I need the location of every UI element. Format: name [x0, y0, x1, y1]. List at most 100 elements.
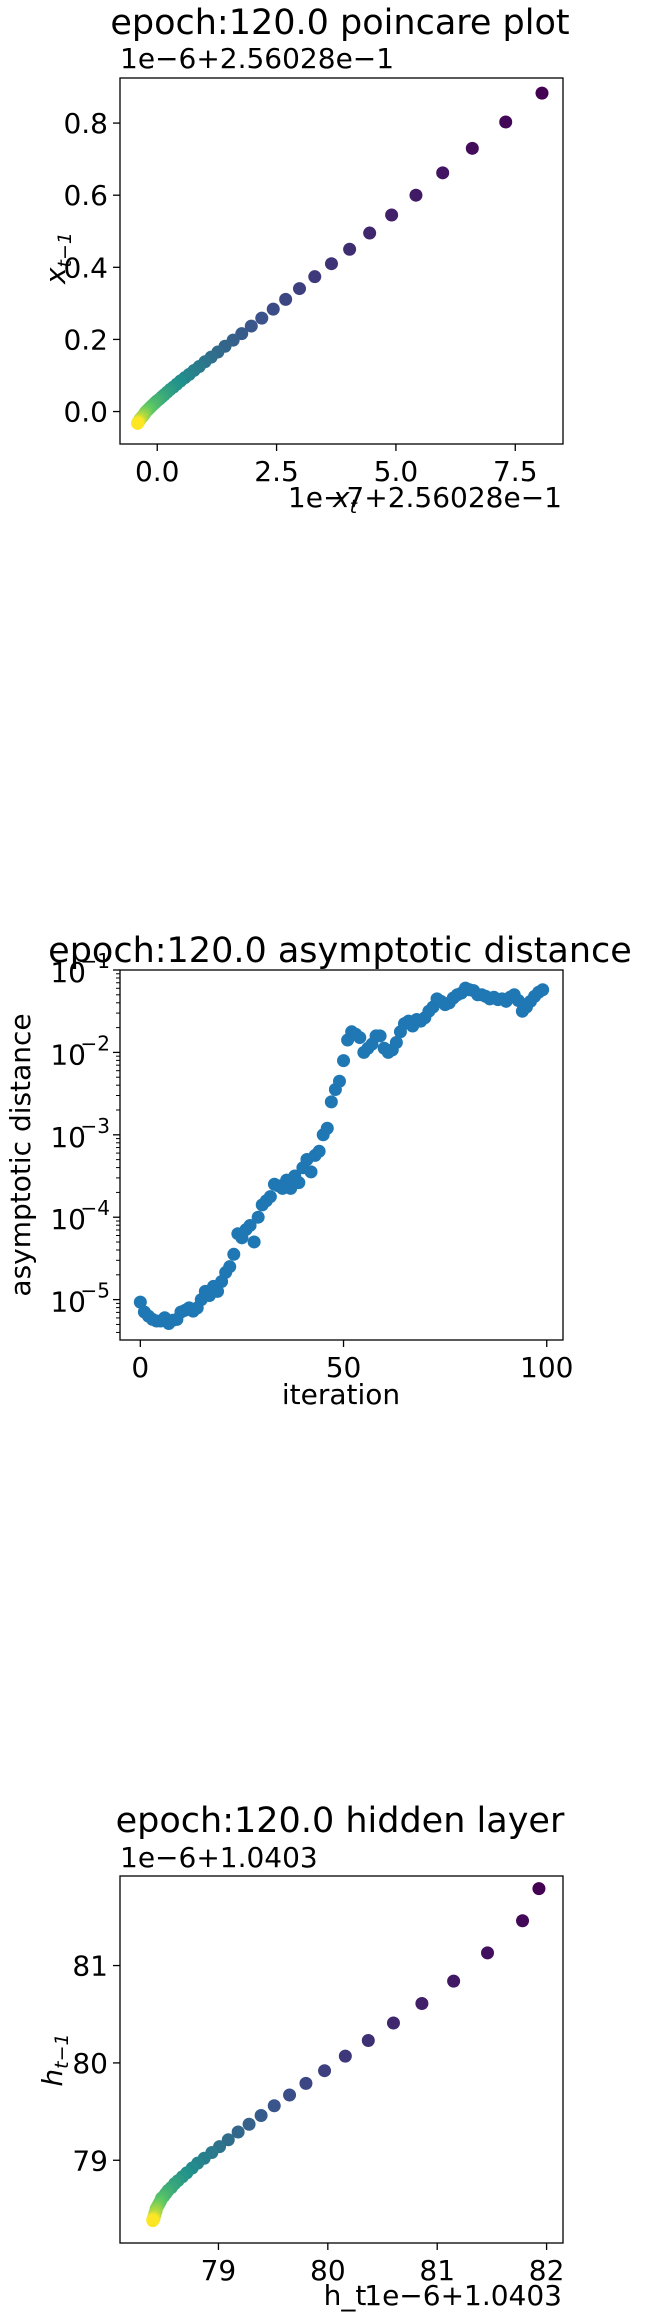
hidden-point: [516, 1914, 530, 1928]
poincare-point: [465, 141, 479, 155]
poincare-y-tick-label: 0.8: [63, 107, 108, 140]
poincare-x-offset: 1e−7+2.56028e−1: [288, 481, 562, 514]
poincare-point: [409, 188, 423, 202]
hidden-x-tick-label: 79: [201, 2254, 237, 2287]
hidden-point: [447, 1974, 461, 1988]
hidden-layer-chart: epoch:120.0 hidden layer 1e−6+1.0403 79 8…: [36, 1801, 565, 2312]
poincare-y-tick-label: 0.4: [63, 251, 108, 284]
asymptotic-x-tick-label: 0: [131, 1351, 149, 1384]
poincare-x-label: xt: [332, 481, 359, 518]
hidden-point: [338, 2049, 352, 2063]
asymptotic-point: [373, 1029, 387, 1043]
asymptotic-point: [332, 1074, 346, 1088]
asymptotic-point: [211, 1284, 225, 1298]
asymptotic-point: [133, 1295, 147, 1309]
hidden-point: [481, 1946, 495, 1960]
poincare-point: [499, 115, 513, 129]
hidden-point: [299, 2076, 313, 2090]
poincare-point: [308, 270, 322, 284]
hidden-y-label: ht−1: [36, 2033, 73, 2086]
hidden-point: [221, 2133, 235, 2147]
poincare-point: [131, 416, 145, 430]
hidden-point: [415, 1997, 429, 2011]
poincare-point: [436, 166, 450, 180]
asymptotic-x-label: iteration: [282, 1378, 400, 1411]
asymptotic-point: [337, 1054, 351, 1068]
asymptotic-point: [353, 1031, 367, 1045]
asymptotic-y-tick-label: 10: [50, 1038, 86, 1071]
asymptotic-point: [247, 1235, 261, 1249]
asymptotic-point: [292, 1176, 306, 1190]
asymptotic-point: [227, 1247, 241, 1261]
asymptotic-y-tick-exponent: −2: [81, 1031, 110, 1055]
poincare-x-tick-label: 5.0: [374, 455, 419, 488]
poincare-y-tick-label: 0.2: [63, 323, 108, 356]
asymptotic-point: [536, 983, 550, 997]
hidden-axes-frame: [119, 1875, 564, 2244]
poincare-point: [363, 226, 377, 240]
asymptotic-point: [223, 1260, 237, 1274]
asymptotic-point: [251, 1210, 265, 1224]
poincare-chart: epoch:120.0 poincare plot 1e−6+2.56028e−…: [39, 3, 570, 518]
hidden-point: [318, 2064, 332, 2078]
asymptotic-y-tick-label: 10: [50, 1121, 86, 1154]
poincare-x-tick-label: 0.0: [135, 455, 180, 488]
asymptotic-y-tick-exponent: −4: [81, 1196, 110, 1220]
hidden-point: [361, 2034, 375, 2048]
hidden-y-tick-label: 79: [72, 2144, 108, 2177]
hidden-title: epoch:120.0 hidden layer: [116, 1801, 565, 1841]
asymptotic-y-tick-label: 10: [50, 1203, 86, 1236]
asymptotic-y-tick-exponent: −5: [81, 1279, 110, 1303]
asymptotic-point: [324, 1095, 338, 1109]
hidden-x-offset: 1e−6+1.0403: [364, 2279, 562, 2312]
hidden-x-tick-label: 82: [529, 2254, 565, 2287]
poincare-point: [279, 292, 293, 306]
asymptotic-point: [312, 1144, 326, 1158]
poincare-x-tick-label: 2.5: [254, 455, 299, 488]
hidden-point: [532, 1882, 546, 1896]
poincare-point: [266, 302, 280, 316]
hidden-point: [242, 2117, 256, 2131]
asymptotic-y-tick-label: 10: [50, 1286, 86, 1319]
hidden-x-label: h_t: [324, 2279, 367, 2312]
asymptotic-y-label: asymptotic distance: [4, 1013, 37, 1296]
poincare-point: [343, 242, 357, 256]
hidden-point: [283, 2088, 297, 2102]
poincare-point: [292, 282, 306, 296]
hidden-point: [267, 2099, 281, 2113]
asymptotic-point: [263, 1190, 277, 1204]
poincare-title: epoch:120.0 poincare plot: [110, 3, 569, 43]
hidden-y-tick-label: 80: [72, 2047, 108, 2080]
hidden-y-offset: 1e−6+1.0403: [120, 1841, 318, 1874]
asymptotic-point: [304, 1165, 318, 1179]
asymptotic-point: [243, 1218, 257, 1232]
poincare-axes-frame: [119, 77, 564, 445]
asymptotic-y-tick-label: 10: [50, 956, 86, 989]
hidden-point: [146, 2214, 160, 2228]
poincare-y-tick-label: 0.0: [63, 396, 108, 429]
asymptotic-axes-frame: [119, 969, 564, 1341]
poincare-y-tick-label: 0.6: [63, 179, 108, 212]
hidden-x-tick-label: 80: [310, 2254, 346, 2287]
poincare-x-tick-label: 7.5: [493, 455, 538, 488]
poincare-point: [535, 86, 549, 100]
poincare-point: [385, 208, 399, 222]
asymptotic-x-tick-label: 50: [326, 1351, 362, 1384]
poincare-point: [244, 319, 258, 333]
poincare-point: [255, 311, 269, 325]
asymptotic-distance-chart: epoch:120.0 asymptotic distance 0 50 100 10…: [4, 931, 632, 1411]
asymptotic-point: [389, 1036, 403, 1050]
asymptotic-title: epoch:120.0 asymptotic distance: [48, 931, 632, 971]
hidden-point: [254, 2108, 268, 2122]
asymptotic-point: [320, 1121, 334, 1135]
poincare-y-offset: 1e−6+2.56028e−1: [120, 42, 394, 75]
hidden-x-tick-label: 81: [419, 2254, 455, 2287]
hidden-point: [231, 2125, 245, 2139]
asymptotic-y-tick-exponent: −3: [81, 1114, 110, 1138]
asymptotic-x-tick-label: 100: [520, 1351, 573, 1384]
asymptotic-y-tick-exponent: −1: [81, 949, 110, 973]
poincare-y-label: xt−1: [39, 232, 76, 285]
hidden-point: [386, 2016, 400, 2030]
hidden-y-tick-label: 81: [72, 1950, 108, 1983]
